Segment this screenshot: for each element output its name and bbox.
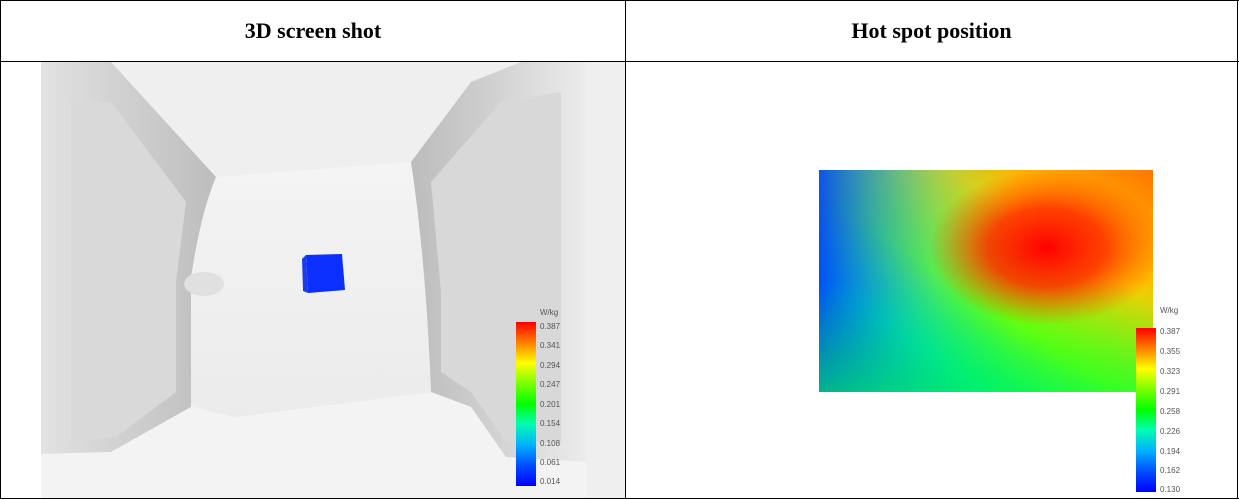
cell-3d-screenshot: W/kg 0.387 0.341 0.294 0.247 0.201 0.154… (1, 62, 625, 498)
left-legend-tick: 0.341 (540, 341, 561, 350)
right-legend-tick: 0.130 (1160, 485, 1181, 494)
right-legend-tick: 0.387 (1160, 327, 1181, 336)
right-legend-tick: 0.162 (1160, 466, 1181, 475)
header-hot-spot-position: Hot spot position (851, 17, 1012, 43)
left-legend-tick: 0.154 (540, 419, 561, 428)
right-legend-tick: 0.355 (1160, 347, 1181, 356)
table-header-divider (0, 61, 1239, 62)
table-border-right (1237, 0, 1238, 499)
right-legend-tick: 0.194 (1160, 447, 1181, 456)
hot-spot-red-peak (819, 170, 1153, 392)
phantom-left-inner-panel (71, 102, 186, 442)
probe-cube-edge (302, 255, 308, 293)
cell-hot-spot-position: W/kg 0.387 0.355 0.323 0.291 0.258 0.226… (626, 62, 1237, 498)
phantom-ear-bump (184, 272, 224, 296)
phantom-front-rim (41, 392, 586, 498)
right-legend-colorbar (1136, 328, 1156, 492)
table-border-top (0, 0, 1239, 1)
right-legend-unit: W/kg (1160, 306, 1179, 315)
header-3d-screenshot: 3D screen shot (244, 17, 382, 43)
right-color-legend: W/kg 0.387 0.355 0.323 0.291 0.258 0.226… (1136, 306, 1186, 496)
left-legend-tick: 0.294 (540, 361, 561, 370)
right-legend-tick: 0.323 (1160, 367, 1181, 376)
phantom-3d-render (41, 62, 625, 498)
left-legend-tick: 0.201 (540, 400, 561, 409)
hot-spot-map (819, 170, 1153, 392)
table-border-bottom (0, 498, 1239, 499)
left-legend-tick: 0.014 (540, 477, 561, 486)
probe-cube (306, 254, 345, 293)
left-legend-unit: W/kg (540, 308, 559, 317)
table-border-left (0, 0, 1, 499)
left-legend-tick: 0.247 (540, 380, 561, 389)
right-legend-tick: 0.291 (1160, 387, 1181, 396)
left-legend-tick: 0.387 (540, 322, 561, 331)
table-column-divider (625, 0, 626, 499)
left-legend-colorbar (516, 322, 536, 486)
right-legend-tick: 0.258 (1160, 407, 1181, 416)
left-legend-tick: 0.108 (540, 439, 561, 448)
left-color-legend: W/kg 0.387 0.341 0.294 0.247 0.201 0.154… (516, 308, 566, 490)
left-legend-tick: 0.061 (540, 458, 561, 467)
right-legend-tick: 0.226 (1160, 427, 1181, 436)
